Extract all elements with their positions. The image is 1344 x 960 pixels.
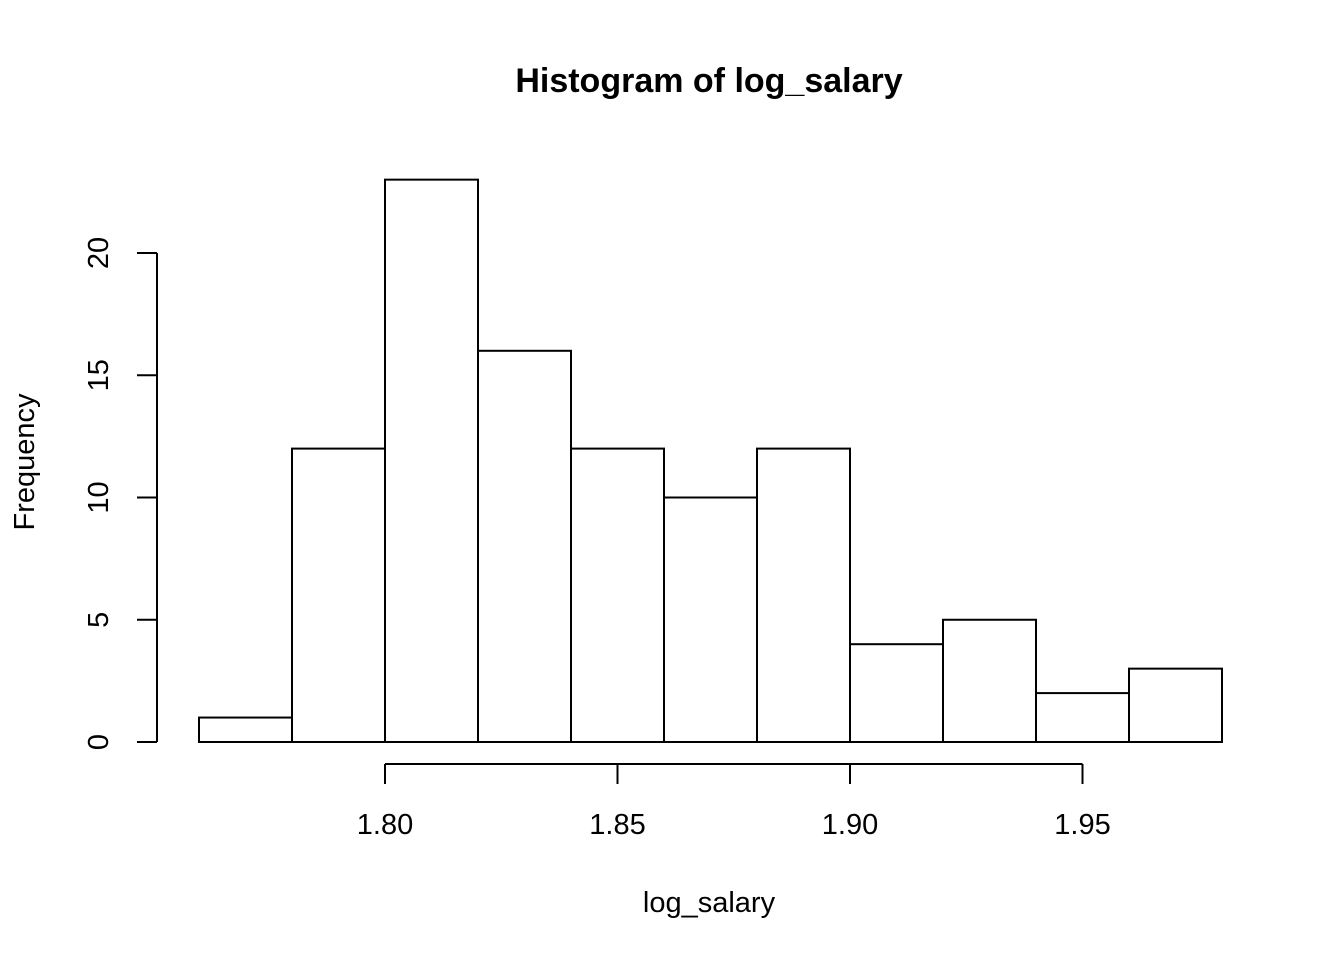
y-tick-label: 5	[83, 612, 115, 628]
histogram-bar	[1128, 667, 1223, 744]
x-axis-label: log_salary	[643, 887, 776, 919]
histogram-bar	[291, 447, 386, 743]
chart-title: Histogram of log_salary	[515, 62, 902, 100]
histogram-bar	[384, 178, 479, 743]
histogram-bars	[198, 178, 1223, 744]
y-tick-label: 15	[83, 359, 115, 391]
x-tick-label: 1.80	[357, 809, 413, 841]
x-tick-label: 1.95	[1054, 809, 1110, 841]
histogram-bar	[663, 496, 758, 743]
y-tick-label: 0	[83, 734, 115, 750]
histogram-bar	[198, 716, 293, 743]
x-axis: 1.80 1.85 1.90 1.95	[357, 763, 1111, 841]
histogram-bar	[756, 447, 851, 743]
histogram-bar	[570, 447, 665, 743]
x-tick-label: 1.90	[822, 809, 878, 841]
histogram-bar	[1035, 692, 1130, 743]
y-axis-label: Frequency	[9, 393, 41, 531]
histogram-bar	[477, 349, 572, 743]
histogram-bar	[942, 618, 1037, 743]
y-tick-label: 20	[83, 237, 115, 269]
histogram-bar	[849, 643, 944, 744]
y-tick-label: 10	[83, 481, 115, 513]
y-axis: 0 5 10 15 20	[83, 237, 158, 750]
x-tick-label: 1.85	[589, 809, 645, 841]
